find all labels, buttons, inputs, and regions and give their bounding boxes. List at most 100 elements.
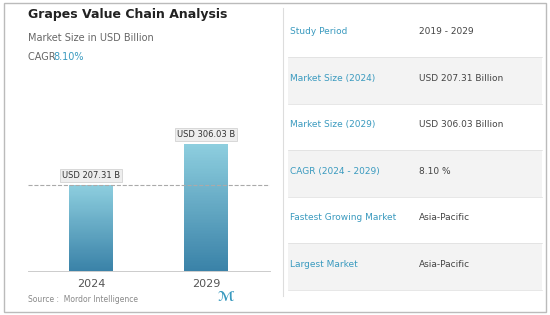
- Bar: [69, 201, 113, 202]
- Bar: [184, 263, 228, 265]
- Bar: [69, 190, 113, 192]
- Bar: [69, 221, 113, 223]
- Bar: [69, 197, 113, 198]
- Bar: [184, 147, 228, 149]
- Bar: [69, 213, 113, 214]
- Bar: [69, 256, 113, 257]
- Bar: [184, 206, 228, 208]
- Bar: [69, 240, 113, 241]
- Bar: [184, 258, 228, 260]
- Bar: [69, 211, 113, 212]
- Bar: [184, 199, 228, 201]
- Bar: [184, 223, 228, 225]
- Text: Fastest Growing Market: Fastest Growing Market: [290, 213, 397, 222]
- Bar: [184, 215, 228, 217]
- Bar: [184, 192, 228, 193]
- Bar: [69, 223, 113, 224]
- Bar: [184, 144, 228, 146]
- Bar: [69, 247, 113, 248]
- Bar: [184, 195, 228, 196]
- Bar: [69, 209, 113, 210]
- Bar: [69, 200, 113, 201]
- Bar: [69, 195, 113, 196]
- Bar: [69, 194, 113, 195]
- Bar: [69, 216, 113, 217]
- Bar: [184, 239, 228, 241]
- Bar: [184, 249, 228, 250]
- Bar: [69, 245, 113, 246]
- Bar: [184, 155, 228, 157]
- Text: USD 207.31 B: USD 207.31 B: [62, 171, 120, 180]
- Bar: [184, 184, 228, 185]
- Bar: [69, 214, 113, 215]
- Bar: [184, 166, 228, 168]
- Bar: [184, 174, 228, 176]
- Bar: [69, 220, 113, 221]
- Bar: [69, 244, 113, 245]
- Bar: [184, 261, 228, 263]
- Bar: [184, 204, 228, 206]
- Bar: [69, 258, 113, 259]
- Bar: [184, 196, 228, 198]
- Bar: [184, 157, 228, 158]
- Bar: [184, 176, 228, 177]
- Bar: [69, 208, 113, 209]
- Bar: [69, 254, 113, 255]
- Bar: [69, 237, 113, 238]
- Bar: [184, 269, 228, 271]
- Text: Market Size (2029): Market Size (2029): [290, 120, 376, 129]
- Bar: [69, 224, 113, 225]
- Bar: [184, 182, 228, 184]
- Bar: [69, 263, 113, 265]
- Bar: [69, 231, 113, 232]
- Bar: [184, 225, 228, 226]
- Bar: [69, 196, 113, 197]
- Bar: [184, 250, 228, 252]
- Text: ℳ: ℳ: [217, 290, 234, 304]
- Bar: [184, 171, 228, 173]
- Bar: [184, 154, 228, 155]
- Bar: [184, 238, 228, 239]
- Text: Largest Market: Largest Market: [290, 260, 358, 269]
- Bar: [184, 163, 228, 165]
- Bar: [184, 252, 228, 254]
- Bar: [184, 188, 228, 190]
- Bar: [69, 255, 113, 256]
- Bar: [184, 149, 228, 150]
- Bar: [184, 266, 228, 268]
- Bar: [69, 212, 113, 213]
- Bar: [69, 205, 113, 206]
- Bar: [69, 192, 113, 194]
- Bar: [184, 219, 228, 220]
- Bar: [69, 248, 113, 249]
- Bar: [69, 249, 113, 250]
- Bar: [184, 185, 228, 187]
- Bar: [184, 244, 228, 245]
- Text: Source :  Mordor Intelligence: Source : Mordor Intelligence: [28, 295, 138, 304]
- Bar: [69, 261, 113, 262]
- Bar: [69, 239, 113, 240]
- Text: Study Period: Study Period: [290, 27, 348, 37]
- Bar: [184, 180, 228, 182]
- Bar: [184, 268, 228, 269]
- Bar: [184, 146, 228, 147]
- Bar: [69, 219, 113, 220]
- Bar: [69, 260, 113, 261]
- Bar: [69, 266, 113, 268]
- Bar: [69, 252, 113, 253]
- Text: 8.10%: 8.10%: [53, 52, 84, 62]
- Bar: [69, 230, 113, 231]
- Bar: [69, 187, 113, 188]
- Text: Grapes Value Chain Analysis: Grapes Value Chain Analysis: [28, 8, 227, 21]
- Bar: [184, 254, 228, 255]
- Bar: [184, 236, 228, 238]
- Bar: [184, 152, 228, 154]
- Bar: [184, 201, 228, 203]
- Text: Asia-Pacific: Asia-Pacific: [419, 260, 470, 269]
- Bar: [69, 227, 113, 228]
- Bar: [184, 255, 228, 257]
- Bar: [184, 234, 228, 236]
- Text: 8.10 %: 8.10 %: [419, 167, 451, 176]
- Text: Asia-Pacific: Asia-Pacific: [419, 213, 470, 222]
- Bar: [69, 262, 113, 263]
